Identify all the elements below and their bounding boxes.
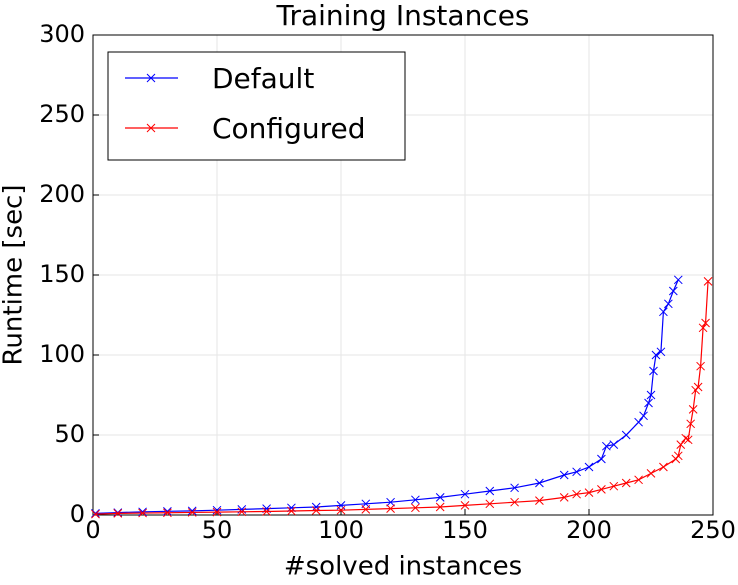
data-point [676, 440, 686, 449]
data-point [659, 462, 668, 472]
data-point [584, 488, 594, 497]
data-point [688, 405, 698, 414]
y-axis-label: Runtime [sec] [0, 185, 29, 366]
data-point [673, 451, 683, 461]
data-point [693, 382, 703, 392]
data-point [460, 489, 470, 499]
data-point [668, 286, 678, 296]
y-tick-label: 0 [70, 500, 85, 528]
y-tick-label: 100 [39, 340, 85, 368]
data-point [212, 507, 222, 517]
data-point [659, 307, 668, 317]
data-point [634, 417, 643, 427]
data-point [435, 502, 445, 512]
data-point [621, 430, 631, 440]
x-tick-label: 250 [690, 516, 736, 544]
legend-marker [146, 123, 156, 133]
data-point [411, 503, 420, 513]
data-point [460, 501, 470, 510]
data-point [212, 505, 222, 515]
legend-box [107, 51, 406, 161]
data-point [584, 462, 594, 472]
data-point [644, 398, 653, 408]
data-point [336, 505, 346, 515]
data-point [572, 467, 581, 477]
chart-title: Training Instances [275, 0, 529, 32]
data-point [311, 502, 321, 512]
y-tick-label: 300 [39, 20, 85, 48]
legend-marker [146, 73, 156, 83]
data-point [651, 350, 661, 360]
y-tick-label: 50 [54, 420, 85, 448]
data-point [510, 483, 519, 493]
data-point [701, 318, 710, 328]
data-point [646, 390, 656, 400]
data-point [163, 508, 172, 518]
x-axis-label: #solved instances [284, 552, 522, 582]
data-point [649, 366, 658, 376]
data-point [559, 493, 569, 502]
data-point [187, 508, 197, 517]
data-point [597, 485, 606, 494]
data-point [696, 361, 705, 371]
y-tick-label: 250 [39, 100, 85, 128]
x-tick-label: 150 [442, 516, 488, 544]
data-point [639, 411, 648, 421]
data-point [681, 433, 691, 443]
data-point [386, 504, 395, 513]
data-point [602, 441, 611, 451]
data-point [287, 506, 296, 516]
legend-label: Configured [212, 112, 365, 145]
data-point [163, 506, 172, 516]
data-point [138, 507, 147, 517]
data-point [361, 505, 371, 514]
data-point [262, 507, 271, 516]
data-point [703, 277, 713, 286]
x-tick-label: 200 [566, 516, 612, 544]
data-point [113, 508, 123, 517]
series-line [95, 279, 679, 514]
data-point [597, 454, 606, 464]
legend-label: Default [212, 62, 314, 95]
data-point [646, 469, 656, 478]
data-point [485, 486, 495, 496]
data-point [386, 497, 395, 507]
data-point [572, 489, 581, 499]
data-point [673, 275, 683, 285]
y-tick-label: 150 [39, 260, 85, 288]
data-point [559, 470, 569, 480]
data-point [91, 509, 100, 518]
data-point [656, 347, 666, 357]
data-point [664, 299, 673, 309]
data-point [683, 435, 693, 445]
data-point [435, 493, 445, 502]
x-tick-label: 50 [202, 516, 233, 544]
data-point [311, 506, 321, 515]
data-point [91, 509, 100, 519]
data-point [609, 440, 619, 449]
data-point [535, 496, 544, 505]
y-tick-label: 200 [39, 180, 85, 208]
data-point [609, 481, 619, 491]
data-point [621, 478, 631, 488]
data-point [187, 506, 197, 516]
data-point [237, 507, 247, 517]
data-point [113, 509, 123, 518]
data-point [634, 475, 643, 485]
series-line [95, 281, 709, 515]
x-tick-label: 100 [318, 516, 364, 544]
data-point [686, 419, 696, 429]
data-point [411, 495, 420, 505]
data-point [698, 323, 708, 333]
data-point [535, 478, 544, 488]
plot-frame [92, 34, 714, 516]
x-tick-label: 0 [85, 516, 100, 544]
data-point [138, 508, 147, 518]
data-point [510, 497, 519, 507]
data-point [485, 499, 495, 509]
